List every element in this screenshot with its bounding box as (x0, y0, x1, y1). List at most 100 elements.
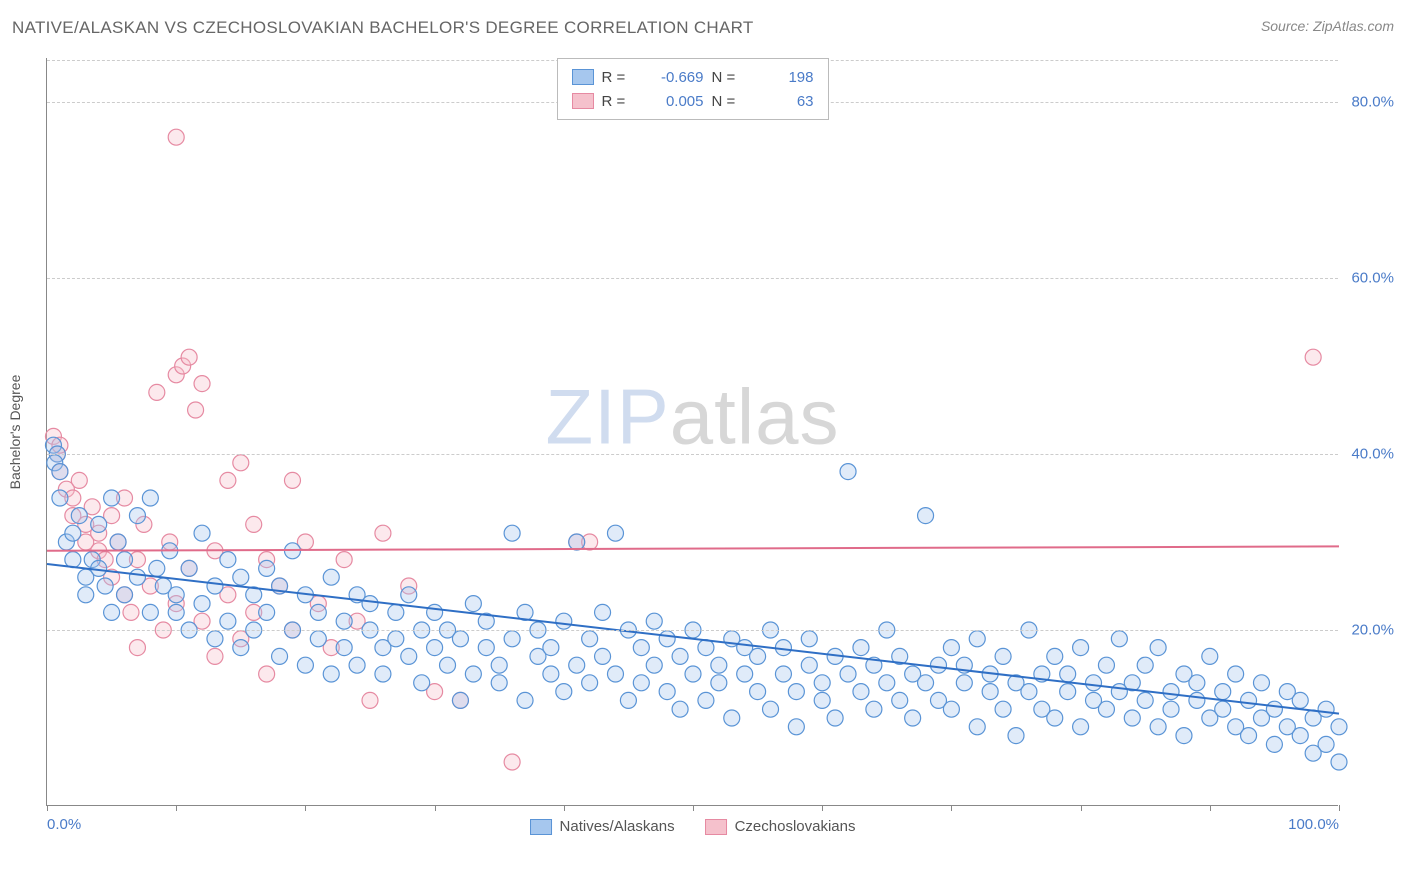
data-point (543, 666, 559, 682)
data-point (362, 692, 378, 708)
data-point (659, 684, 675, 700)
data-point (375, 525, 391, 541)
data-point (1331, 754, 1347, 770)
data-point (853, 640, 869, 656)
data-point (1008, 728, 1024, 744)
x-tick (564, 805, 565, 811)
data-point (763, 701, 779, 717)
data-point (259, 604, 275, 620)
data-point (233, 640, 249, 656)
data-point (362, 596, 378, 612)
data-point (1241, 728, 1257, 744)
data-point (91, 516, 107, 532)
data-point (117, 552, 133, 568)
data-point (1253, 675, 1269, 691)
data-point (1060, 684, 1076, 700)
data-point (233, 569, 249, 585)
x-tick (1210, 805, 1211, 811)
data-point (323, 569, 339, 585)
data-point (918, 675, 934, 691)
data-point (310, 631, 326, 647)
n-label: N = (712, 93, 746, 110)
data-point (1073, 640, 1089, 656)
gridline (47, 630, 1338, 631)
data-point (427, 604, 443, 620)
r-label: R = (602, 93, 636, 110)
data-point (401, 587, 417, 603)
data-point (491, 657, 507, 673)
data-point (233, 455, 249, 471)
x-tick (693, 805, 694, 811)
data-point (737, 666, 753, 682)
data-point (892, 692, 908, 708)
data-point (478, 640, 494, 656)
data-point (149, 384, 165, 400)
data-point (1060, 666, 1076, 682)
gridline (47, 454, 1338, 455)
data-point (943, 640, 959, 656)
x-tick (951, 805, 952, 811)
data-point (646, 657, 662, 673)
data-point (711, 675, 727, 691)
data-point (956, 675, 972, 691)
data-point (556, 613, 572, 629)
data-point (969, 719, 985, 735)
data-point (582, 631, 598, 647)
data-point (724, 710, 740, 726)
data-point (801, 657, 817, 673)
data-point (801, 631, 817, 647)
data-point (633, 675, 649, 691)
data-point (1266, 736, 1282, 752)
legend-item-natives: Natives/Alaskans (530, 818, 675, 835)
data-point (905, 710, 921, 726)
chart-header: NATIVE/ALASKAN VS CZECHOSLOVAKIAN BACHEL… (12, 18, 1394, 48)
data-point (607, 525, 623, 541)
data-point (220, 552, 236, 568)
data-point (620, 692, 636, 708)
data-point (129, 508, 145, 524)
trend-line (47, 546, 1339, 550)
data-point (659, 631, 675, 647)
data-point (879, 675, 895, 691)
data-point (71, 472, 87, 488)
x-tick (47, 805, 48, 811)
data-point (142, 490, 158, 506)
data-point (1331, 719, 1347, 735)
data-point (646, 613, 662, 629)
data-point (220, 613, 236, 629)
data-point (595, 648, 611, 664)
data-point (220, 472, 236, 488)
data-point (995, 648, 1011, 664)
chart-plot-area: Bachelor's Degree ZIPatlas R = -0.669 N … (46, 58, 1338, 806)
data-point (1189, 675, 1205, 691)
source-attribution: Source: ZipAtlas.com (1261, 18, 1394, 34)
data-point (698, 692, 714, 708)
y-tick-label: 60.0% (1351, 270, 1394, 287)
data-point (104, 490, 120, 506)
data-point (595, 604, 611, 620)
data-point (814, 692, 830, 708)
y-tick-label: 40.0% (1351, 446, 1394, 463)
data-point (465, 666, 481, 682)
data-point (775, 666, 791, 682)
data-point (930, 657, 946, 673)
data-point (117, 587, 133, 603)
data-point (1176, 728, 1192, 744)
legend-row-czech: R = 0.005 N = 63 (572, 89, 814, 113)
data-point (582, 675, 598, 691)
data-point (1228, 666, 1244, 682)
legend-item-czech: Czechoslovakians (705, 818, 856, 835)
data-point (982, 684, 998, 700)
data-point (1150, 719, 1166, 735)
swatch-natives-icon (530, 819, 552, 835)
data-point (1189, 692, 1205, 708)
data-point (110, 534, 126, 550)
data-point (297, 657, 313, 673)
data-point (207, 631, 223, 647)
y-tick-label: 80.0% (1351, 94, 1394, 111)
data-point (323, 666, 339, 682)
data-point (1215, 684, 1231, 700)
y-axis-label: Bachelor's Degree (7, 374, 23, 489)
x-tick-label: 100.0% (1288, 816, 1339, 833)
data-point (1202, 648, 1218, 664)
